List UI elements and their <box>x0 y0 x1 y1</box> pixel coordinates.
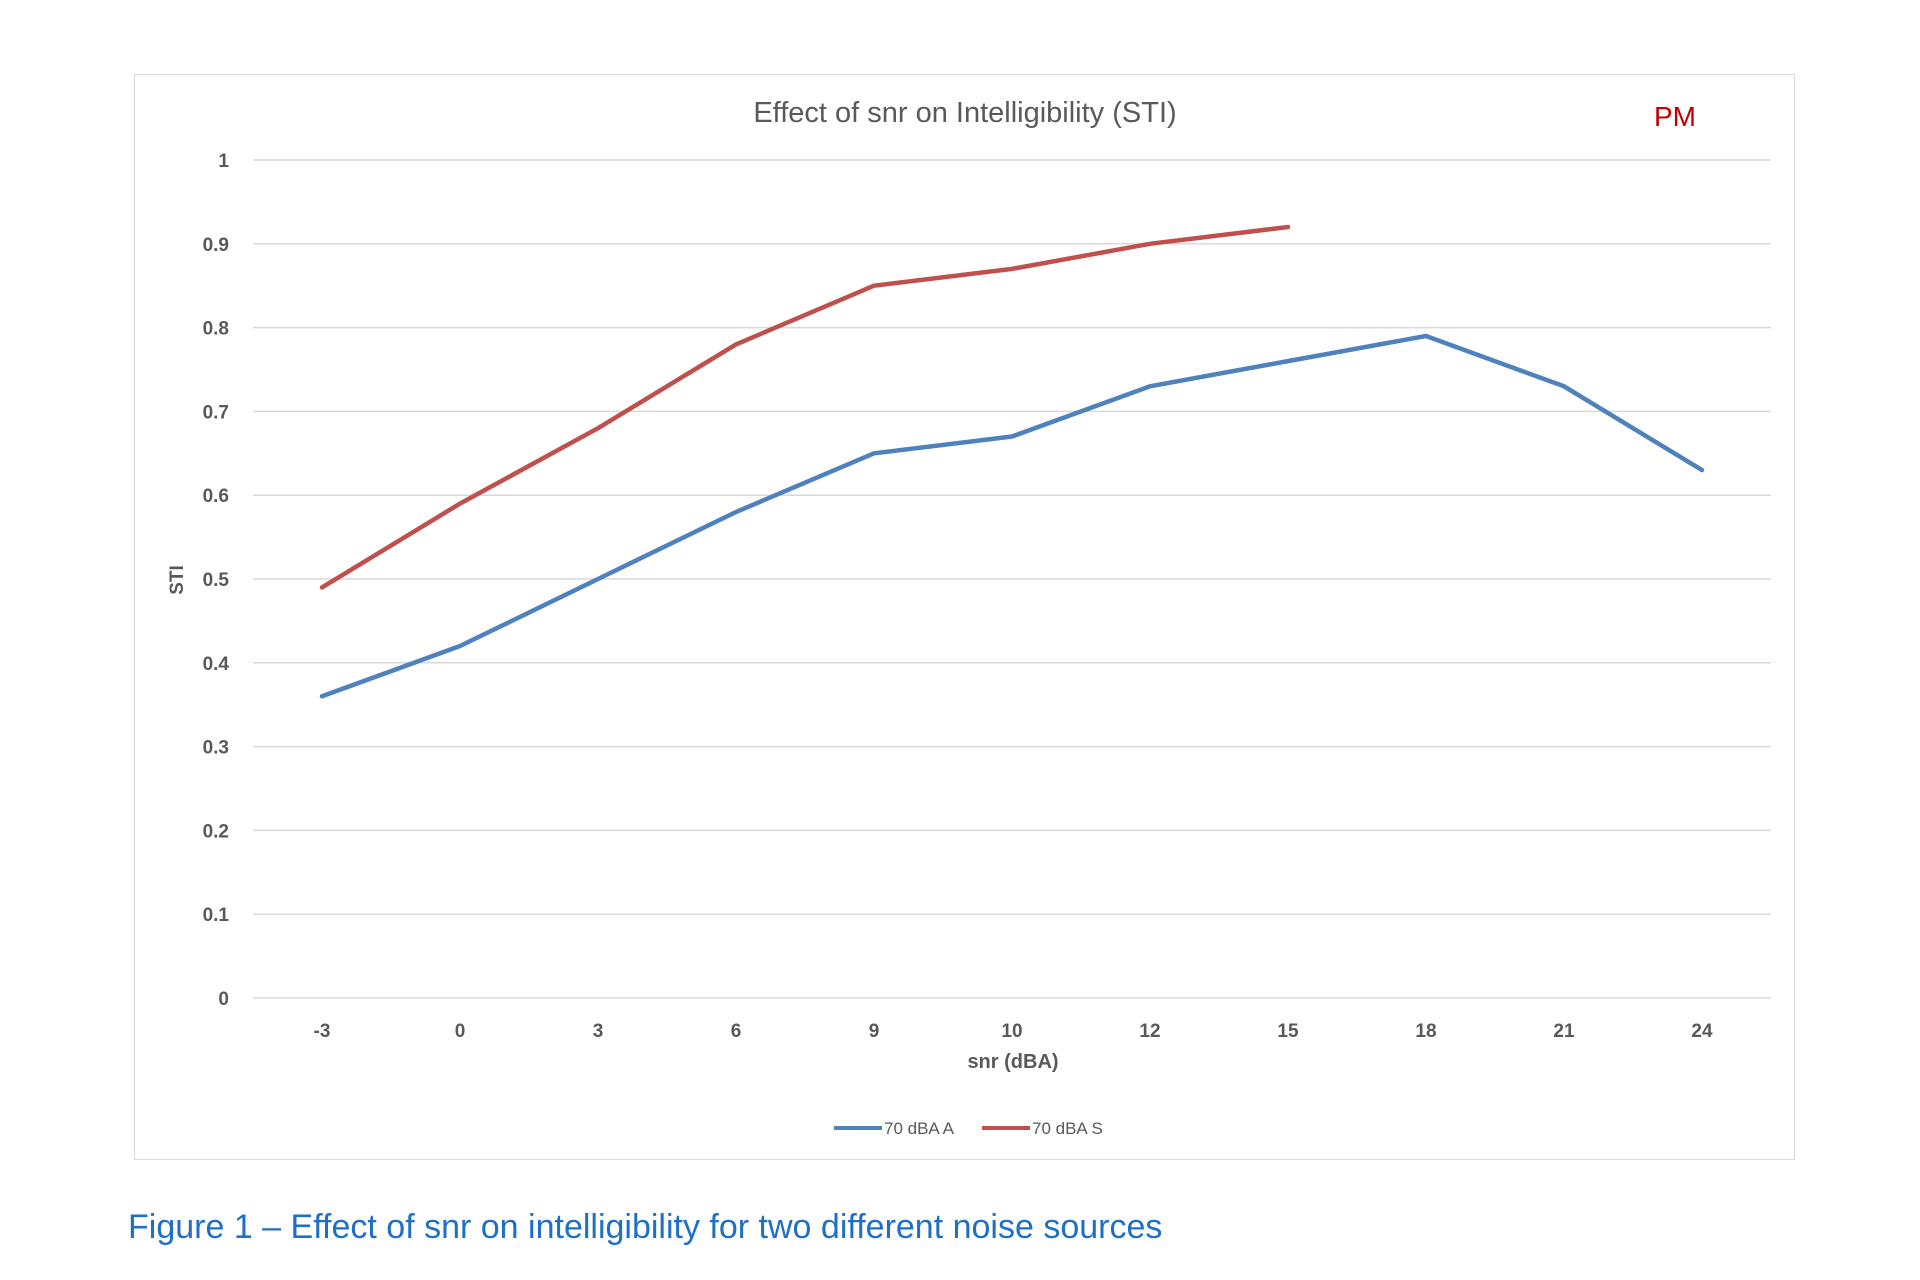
x-tick-label: -3 <box>314 1021 331 1042</box>
x-tick-label: 6 <box>731 1021 742 1042</box>
chart-frame: 0 0.1 0.2 0.3 0.4 0.5 0.6 0.7 0.8 0.9 1 -3 0 3 6 9 10 12… <box>134 74 1795 1160</box>
y-tick-labels: 0 0.1 0.2 0.3 0.4 0.5 0.6 0.7 0.8 0.9 1 <box>203 151 230 1010</box>
figure-caption: Figure 1 – Effect of snr on intelligibil… <box>128 1208 1163 1246</box>
y-axis-label: STI <box>167 565 188 595</box>
y-tick-label: 0.6 <box>203 486 229 507</box>
x-tick-label: 10 <box>1001 1021 1022 1042</box>
legend: 70 dBA A 70 dBA S <box>834 1119 1103 1138</box>
y-tick-label: 0.2 <box>203 821 229 842</box>
y-tick-label: 0.3 <box>203 738 229 759</box>
y-tick-label: 0.4 <box>203 654 230 675</box>
x-tick-label: 12 <box>1139 1021 1160 1042</box>
y-tick-label: 0.5 <box>203 570 230 591</box>
legend-item-s: 70 dBA S <box>982 1119 1103 1138</box>
x-tick-label: 0 <box>455 1021 466 1042</box>
series-line-0 <box>319 333 1705 699</box>
x-axis-label: snr (dBA) <box>967 1051 1058 1073</box>
chart-title: Effect of snr on Intelligibility (STI) <box>753 97 1176 129</box>
x-tick-label: 21 <box>1553 1021 1575 1042</box>
gridlines <box>253 159 1771 999</box>
y-tick-label: 1 <box>218 151 229 172</box>
chart-canvas: 0 0.1 0.2 0.3 0.4 0.5 0.6 0.7 0.8 0.9 1 -3 0 3 6 9 10 12… <box>167 97 1771 1138</box>
y-tick-label: 0.8 <box>203 319 229 340</box>
legend-item-a: 70 dBA A <box>834 1119 955 1138</box>
x-tick-labels: -3 0 3 6 9 10 12 15 18 21 24 <box>314 1021 1713 1042</box>
y-tick-label: 0.9 <box>203 235 229 256</box>
x-tick-label: 18 <box>1415 1021 1436 1042</box>
x-tick-label: 15 <box>1277 1021 1299 1042</box>
y-tick-label: 0.7 <box>203 402 229 423</box>
pm-annotation: PM <box>1654 101 1696 132</box>
series-lines <box>319 224 1705 699</box>
x-tick-label: 9 <box>869 1021 880 1042</box>
x-tick-label: 3 <box>593 1021 604 1042</box>
y-tick-label: 0.1 <box>203 905 230 926</box>
series-line-1 <box>319 224 1291 590</box>
x-tick-label: 24 <box>1691 1021 1713 1042</box>
y-tick-label: 0 <box>218 989 229 1010</box>
legend-label-s: 70 dBA S <box>1032 1119 1103 1138</box>
legend-label-a: 70 dBA A <box>884 1119 955 1138</box>
